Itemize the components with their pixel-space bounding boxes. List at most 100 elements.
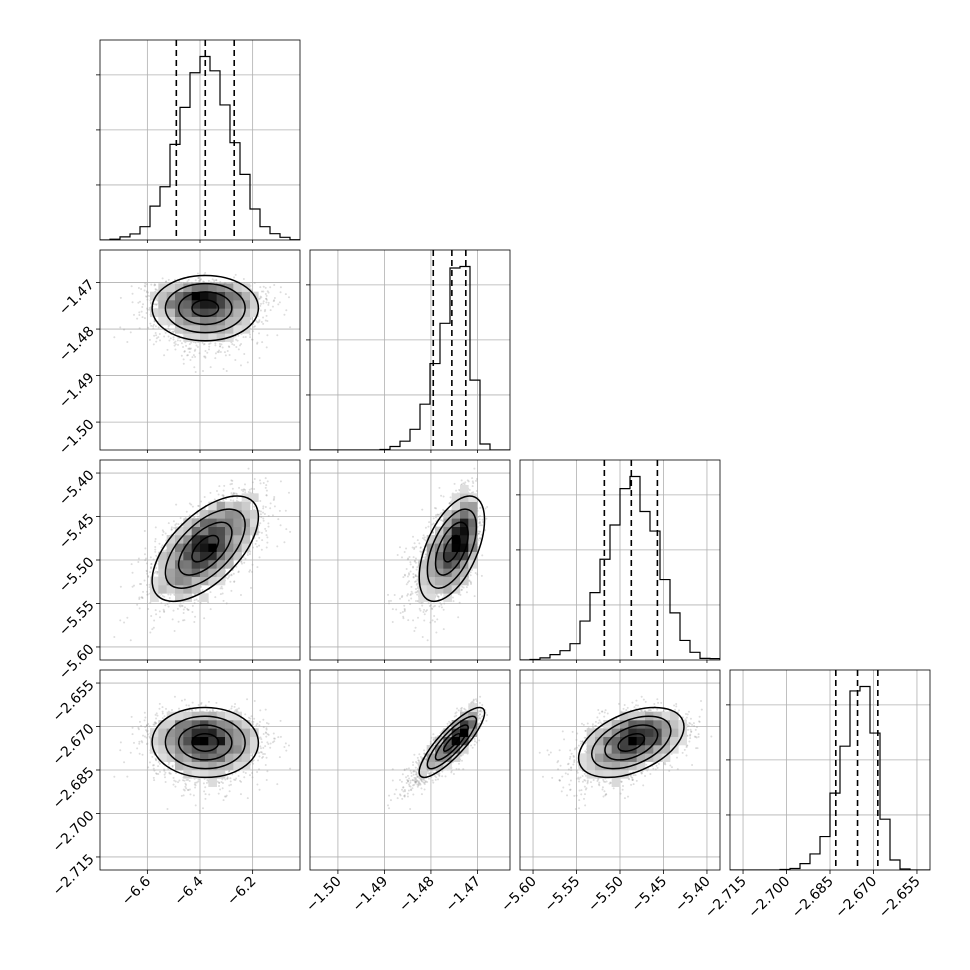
- density-cell: [200, 316, 209, 326]
- scatter-point: [243, 483, 246, 486]
- scatter-point: [240, 560, 243, 563]
- scatter-point: [166, 348, 169, 351]
- scatter-point: [246, 551, 249, 554]
- scatter-point: [193, 366, 196, 369]
- scatter-point: [277, 518, 280, 521]
- scatter-point: [209, 366, 212, 369]
- density-cell: [216, 283, 226, 292]
- scatter-point: [132, 584, 135, 587]
- scatter-point: [176, 339, 179, 342]
- scatter-point: [202, 343, 205, 346]
- scatter-point: [203, 355, 206, 358]
- density-cell: [158, 308, 167, 317]
- scatter-point: [230, 479, 233, 482]
- contour-level-2: [164, 282, 246, 334]
- scatter-point: [146, 295, 149, 298]
- scatter-point: [158, 594, 161, 597]
- scatter-point: [252, 330, 255, 333]
- scatter-point: [223, 484, 226, 487]
- scatter-point: [272, 300, 275, 303]
- scatter-point: [183, 350, 186, 353]
- scatter-point: [219, 593, 222, 596]
- density-cell: [208, 283, 217, 292]
- scatter-point: [197, 515, 200, 518]
- scatter-point: [264, 319, 267, 322]
- scatter-point: [188, 343, 191, 346]
- scatter-point: [260, 516, 263, 519]
- scatter-point: [256, 545, 259, 548]
- scatter-point: [160, 593, 163, 596]
- scatter-point: [173, 630, 176, 633]
- scatter-point: [236, 496, 239, 499]
- scatter-point: [204, 355, 207, 358]
- scatter-point: [198, 352, 201, 355]
- scatter-point: [161, 544, 164, 547]
- density-cell: [216, 333, 226, 342]
- density-cell: [200, 333, 209, 342]
- panel-frame: [309, 249, 511, 451]
- scatter-point: [149, 322, 152, 325]
- scatter-point: [265, 494, 268, 497]
- scatter-point: [179, 517, 182, 520]
- density-cell: [200, 291, 209, 301]
- scatter-point: [154, 609, 157, 612]
- scatter-point: [216, 350, 219, 353]
- scatter-point: [180, 604, 183, 607]
- scatter-point: [140, 310, 143, 313]
- density-cell: [175, 325, 184, 334]
- scatter-point: [155, 303, 158, 306]
- scatter-point: [143, 317, 146, 320]
- scatter-point: [264, 308, 267, 311]
- histogram-1: [310, 265, 510, 450]
- density-cell: [166, 300, 176, 309]
- density-cell: [158, 300, 167, 309]
- scatter-point: [147, 291, 150, 294]
- y-tick-label: −1.48: [56, 323, 98, 365]
- density-cell: [191, 308, 201, 317]
- scatter-point: [266, 334, 269, 337]
- density-cell: [183, 325, 192, 334]
- density-cell: [191, 283, 201, 292]
- scatter-point: [138, 314, 141, 317]
- scatter-point: [169, 337, 172, 340]
- scatter-point: [146, 593, 149, 596]
- density-cell: [216, 300, 226, 309]
- scatter-point: [289, 530, 292, 533]
- scatter-point: [204, 271, 207, 274]
- scatter-point: [222, 494, 225, 497]
- scatter-point: [265, 298, 268, 301]
- scatter-point: [187, 608, 190, 611]
- scatter-point: [163, 354, 166, 357]
- scatter-point: [132, 313, 135, 316]
- scatter-point: [177, 343, 180, 346]
- density-cell: [175, 283, 184, 292]
- scatter-point: [237, 334, 240, 337]
- scatter-point: [265, 529, 268, 532]
- scatter-point: [266, 480, 269, 483]
- scatter-point: [218, 342, 221, 345]
- scatter-point: [262, 482, 265, 485]
- scatter-point: [194, 279, 197, 282]
- density-cell: [158, 316, 167, 326]
- scatter-point: [141, 596, 144, 599]
- scatter-point: [260, 290, 263, 293]
- density-cell: [150, 291, 159, 301]
- scatter-point: [173, 593, 176, 596]
- density-cell: [150, 308, 159, 317]
- scatter-point: [141, 597, 144, 600]
- scatter-point: [179, 339, 182, 342]
- scatter-point: [161, 529, 164, 532]
- scatter-point: [267, 291, 270, 294]
- scatter-point: [287, 491, 290, 494]
- scatter-point: [154, 303, 157, 306]
- density-cell: [166, 308, 176, 317]
- scatter-point: [265, 346, 268, 349]
- scatter-point: [164, 331, 167, 334]
- scatter-point: [285, 528, 288, 531]
- scatter-point: [167, 522, 170, 525]
- scatter-point: [276, 334, 279, 337]
- scatter-point: [265, 314, 268, 317]
- scatter-point: [256, 321, 259, 324]
- scatter-point: [219, 281, 222, 284]
- scatter-point: [158, 610, 161, 613]
